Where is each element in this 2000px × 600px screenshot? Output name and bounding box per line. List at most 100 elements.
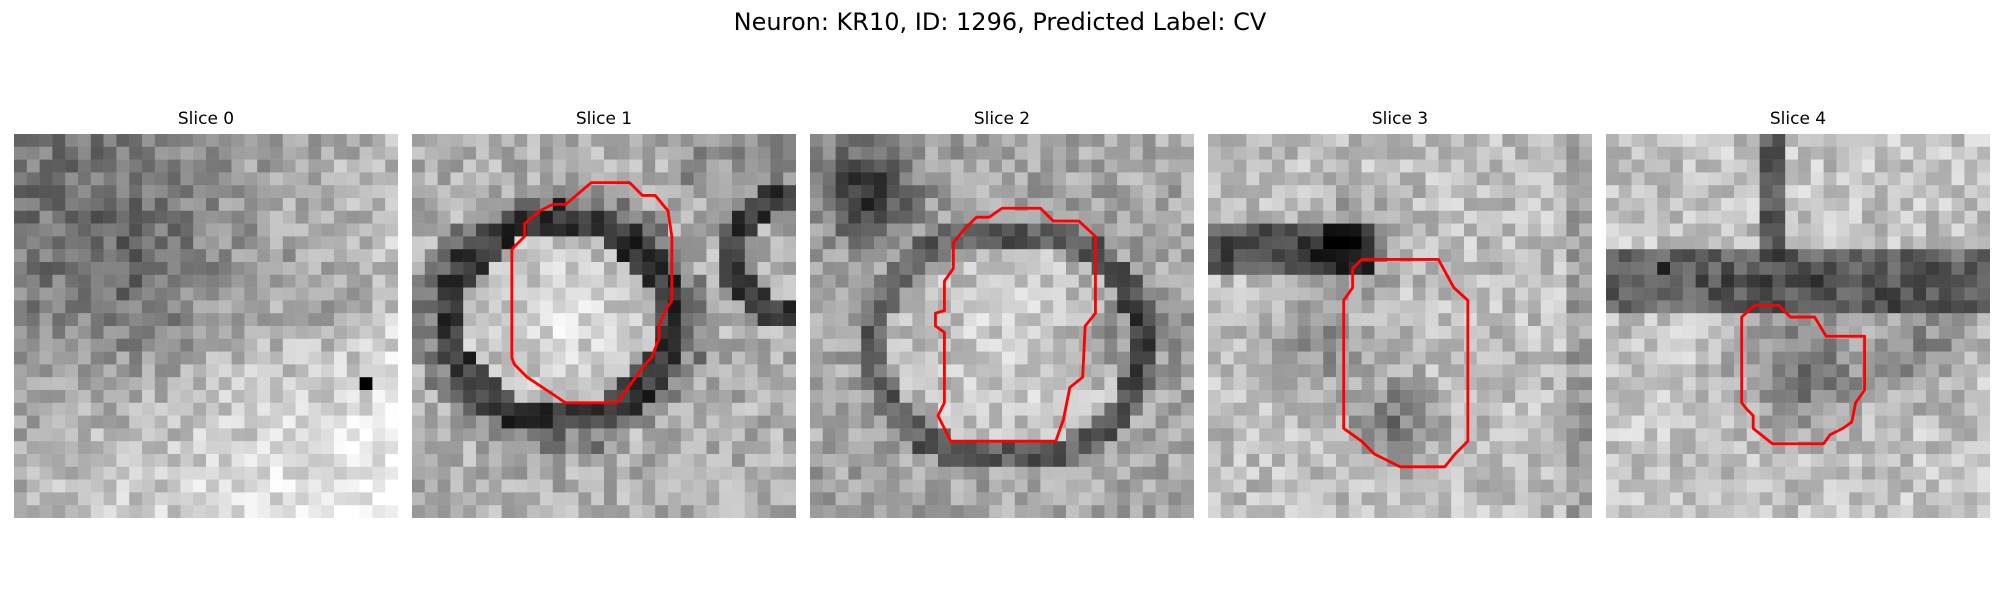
slice-pixel [758,160,771,173]
slice-pixel [1888,211,1901,224]
slice-pixel [848,147,861,160]
slice-pixel [104,211,117,224]
slice-pixel [502,467,515,480]
slice-pixel [1824,377,1837,390]
slice-pixel [1798,172,1811,185]
slice-pixel [1336,185,1349,198]
slice-pixel [1234,172,1247,185]
slice-pixel [1811,377,1824,390]
slice-pixel [1836,505,1849,518]
slice-pixel [40,198,53,211]
slice-pixel [810,249,823,262]
slice-pixel [887,505,900,518]
slice-pixel [1246,416,1259,429]
slice-pixel [1696,505,1709,518]
slice-pixel [116,339,129,352]
slice-pixel [232,300,245,313]
slice-pixel [129,198,142,211]
slice-pixel [1785,211,1798,224]
slice-pixel [489,172,502,185]
slice-pixel [823,211,836,224]
slice-pixel [1683,134,1696,147]
slice-pixel [630,249,643,262]
slice-pixel [925,441,938,454]
slice-pixel [1554,364,1567,377]
slice-pixel [321,313,334,326]
slice-pixel [1798,160,1811,173]
slice-pixel [1566,147,1579,160]
slice-pixel [1259,185,1272,198]
slice-pixel [1502,160,1515,173]
slice-pixel [1234,224,1247,237]
slice-pixel [1104,339,1117,352]
slice-pixel [874,275,887,288]
slice-pixel [553,480,566,493]
slice-pixel [1644,224,1657,237]
slice-pixel [964,441,977,454]
slice-pixel [1323,352,1336,365]
slice-pixel [1541,313,1554,326]
slice-pixel [296,313,309,326]
slice-pixel [244,288,257,301]
slice-pixel [1952,300,1965,313]
slice-pixel [1246,211,1259,224]
slice-pixel [78,236,91,249]
slice-pixel [180,185,193,198]
slice-pixel [1374,313,1387,326]
slice-pixel [1657,134,1670,147]
slice-pixel [1246,236,1259,249]
slice-pixel [1644,160,1657,173]
slice-pixel [1079,428,1092,441]
slice-pixel [1092,288,1105,301]
slice-pixel [450,352,463,365]
slice-pixel [1221,134,1234,147]
slice-pixel [1168,160,1181,173]
slice-pixel [360,480,373,493]
slice-pixel [553,377,566,390]
slice-pixel [630,467,643,480]
slice-pixel [1323,249,1336,262]
slice-pixel [14,224,27,237]
slice-pixel [604,339,617,352]
slice-pixel [438,288,451,301]
slice-pixel [1683,249,1696,262]
slice-pixel [1143,339,1156,352]
slice-pixel [438,364,451,377]
slice-pixel [1900,364,1913,377]
slice-pixel [1413,198,1426,211]
slice-pixel [1926,428,1939,441]
slice-pixel [591,236,604,249]
slice-pixel [1849,441,1862,454]
slice-pixel [1374,480,1387,493]
slice-pixel [1015,147,1028,160]
slice-pixel [938,224,951,237]
slice-pixel [489,403,502,416]
slice-pixel [642,288,655,301]
slice-pixel [1696,364,1709,377]
slice-pixel [964,326,977,339]
slice-pixel [1760,467,1773,480]
slice-pixel [976,441,989,454]
slice-pixel [1515,185,1528,198]
slice-pixel [1926,480,1939,493]
slice-pixel [308,505,321,518]
slice-pixel [308,172,321,185]
slice-pixel [1785,428,1798,441]
slice-pixel [27,505,40,518]
slice-pixel [1168,352,1181,365]
slice-pixel [1400,377,1413,390]
slice-pixel [874,160,887,173]
slice-pixel [848,454,861,467]
slice-pixel [1310,390,1323,403]
slice-pixel [848,377,861,390]
slice-pixel [1888,134,1901,147]
slice-pixel [836,185,849,198]
slice-pixel [1156,454,1169,467]
slice-pixel [925,134,938,147]
slice-pixel [1644,326,1657,339]
slice-pixel [770,134,783,147]
slice-pixel [732,326,745,339]
slice-title: Slice 3 [1208,108,1592,130]
slice-pixel [104,326,117,339]
slice-pixel [476,467,489,480]
